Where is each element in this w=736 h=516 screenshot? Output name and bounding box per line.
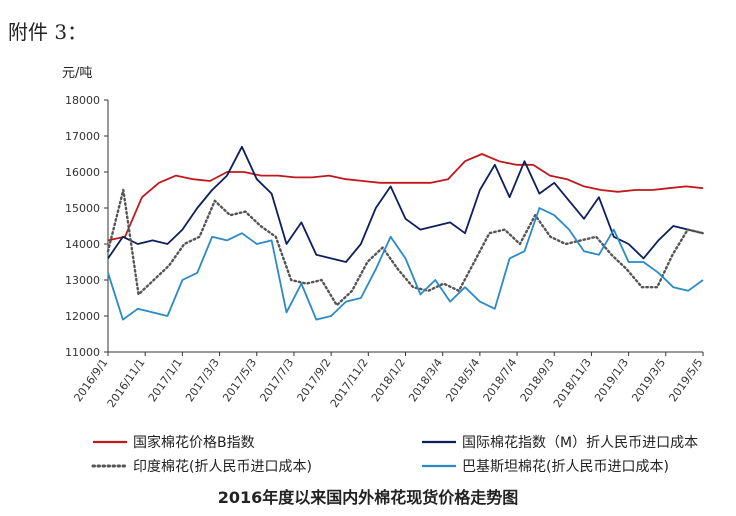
x-tick-label: 2019/3/5 — [629, 356, 668, 404]
y-tick-label: 17000 — [65, 130, 100, 143]
x-tick-label: 2017/7/3 — [257, 356, 296, 404]
series-line-1 — [107, 153, 704, 242]
x-tick-label: 2019/5/5 — [666, 356, 705, 404]
series-line-4 — [107, 207, 704, 321]
y-tick-label: 11000 — [65, 346, 100, 359]
x-axis: 2016/9/12016/11/12017/1/12017/3/32017/5/… — [71, 351, 705, 410]
y-tick-label: 14000 — [65, 238, 100, 251]
x-tick-label: 2017/1/1 — [146, 356, 185, 404]
x-tick-label: 2019/1/3 — [592, 356, 631, 404]
legend-label-2: 国际棉花指数（M）折人民币进口成本 — [462, 434, 698, 451]
y-tick-label: 16000 — [65, 166, 100, 179]
x-tick-label: 2017/11/2 — [328, 356, 371, 410]
x-tick-label: 2018/1/2 — [369, 356, 408, 404]
y-axis: 11000 12000 13000 14000 15000 16000 17000 18000 — [65, 94, 109, 359]
legend-label-3: 印度棉花(折人民币进口成本) — [133, 458, 312, 475]
y-axis-unit-label: 元/吨 — [62, 66, 93, 81]
x-tick-label: 2016/11/1 — [105, 356, 148, 410]
y-tick-label: 13000 — [65, 274, 100, 287]
legend: 国家棉花价格B指数 国际棉花指数（M）折人民币进口成本印度棉花(折人民币进口成本)… — [91, 434, 698, 475]
x-tick-label: 2018/9/3 — [518, 356, 557, 404]
x-tick-label: 2016/9/1 — [71, 356, 110, 404]
series-line-2 — [107, 145, 704, 263]
x-tick-label: 2017/3/3 — [183, 356, 222, 404]
legend-label-1: 国家棉花价格B指数 — [133, 434, 255, 451]
series-layer — [106, 145, 705, 321]
y-tick-label: 18000 — [65, 94, 100, 107]
chart-caption: 2016年度以来国内外棉花现货价格走势图 — [217, 488, 519, 507]
x-tick-label: 2017/5/3 — [220, 356, 259, 404]
x-tick-label: 2018/3/4 — [406, 356, 445, 404]
attachment-header: 附件 3： — [8, 20, 88, 44]
x-tick-label: 2018/5/4 — [443, 356, 482, 404]
x-tick-label: 2018/11/3 — [551, 356, 594, 410]
legend-label-4: 巴基斯坦棉花(折人民币进口成本) — [462, 458, 669, 475]
y-tick-label: 12000 — [65, 310, 100, 323]
y-tick-label: 15000 — [65, 202, 100, 215]
x-tick-label: 2017/9/2 — [295, 356, 334, 404]
x-tick-label: 2018/7/4 — [481, 356, 520, 404]
